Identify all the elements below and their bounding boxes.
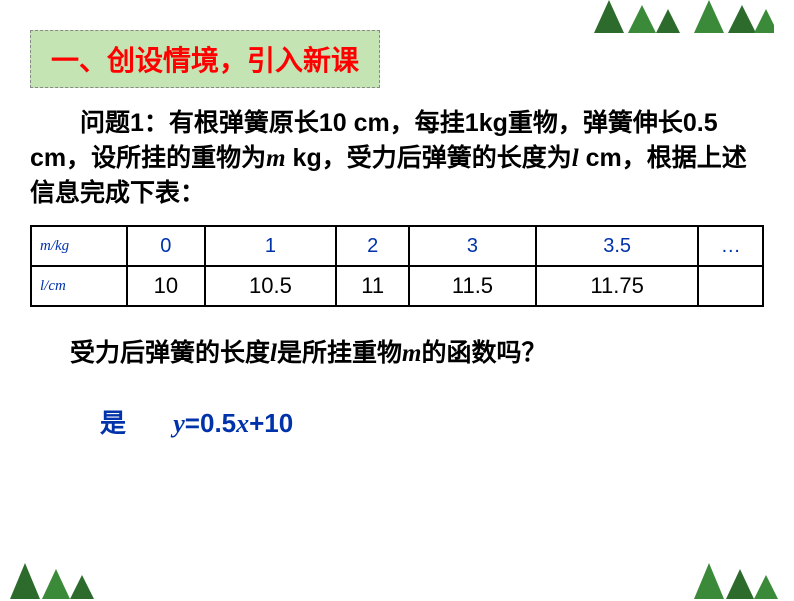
table-cell: 1: [205, 226, 337, 266]
answer-text: 是 y=0.5x+10: [100, 403, 794, 440]
table-row: m/kg 0 1 2 3 3.5 …: [31, 226, 763, 266]
question-mid: 是所挂重物: [277, 339, 402, 367]
problem-text: 问题1：有根弹簧原长10 cm，每挂1kg重物，弹簧伸长0.5 cm，设所挂的重…: [30, 106, 764, 211]
question-prefix: 受力后弹簧的长度: [70, 339, 270, 367]
table-cell: 2: [336, 226, 409, 266]
section-header: 一、创设情境，引入新课: [30, 30, 380, 88]
problem-var-l: l: [572, 145, 579, 172]
table-cell: 11.75: [536, 266, 699, 306]
answer-x: x: [236, 409, 249, 438]
decor-trees-bottom-left: [10, 561, 100, 601]
answer-eq1: =0.5: [185, 408, 236, 438]
answer-eq2: +10: [249, 408, 293, 438]
decor-trees-top: [594, 0, 774, 35]
table-row: l/cm 10 10.5 11 11.5 11.75: [31, 266, 763, 306]
table-cell: 10: [127, 266, 205, 306]
table-cell: [698, 266, 763, 306]
table-cell: 11: [336, 266, 409, 306]
table-cell: 3: [409, 226, 536, 266]
question-var-l: l: [270, 340, 277, 367]
table-cell: 10.5: [205, 266, 337, 306]
problem-mid1: kg，受力后弹簧的长度为: [286, 144, 572, 172]
data-table: m/kg 0 1 2 3 3.5 … l/cm 10 10.5 11 11.5 …: [30, 225, 764, 307]
table-cell: …: [698, 226, 763, 266]
table-cell: 3.5: [536, 226, 699, 266]
row2-label: l/cm: [31, 266, 127, 306]
question-suffix: 的函数吗？: [421, 339, 546, 367]
question-var-m: m: [402, 340, 421, 367]
question-text: 受力后弹簧的长度l是所挂重物m的函数吗？: [70, 333, 764, 369]
table-cell: 11.5: [409, 266, 536, 306]
answer-y: y: [173, 409, 185, 438]
answer-yes: 是: [100, 408, 126, 438]
decor-trees-bottom-right: [694, 561, 784, 601]
table-cell: 0: [127, 226, 205, 266]
row1-label: m/kg: [31, 226, 127, 266]
problem-var-m: m: [266, 145, 285, 172]
